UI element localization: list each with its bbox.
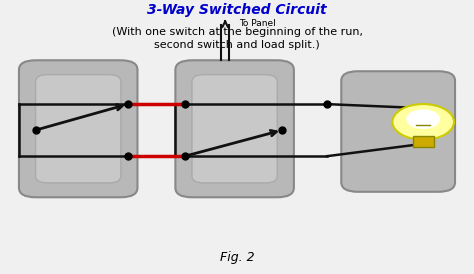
Circle shape [406,109,440,129]
FancyBboxPatch shape [36,75,121,183]
Text: (With one switch at the beginning of the run,: (With one switch at the beginning of the… [111,27,363,36]
Text: 3-Way Switched Circuit: 3-Way Switched Circuit [147,2,327,17]
FancyBboxPatch shape [192,75,277,183]
Bar [413,136,434,147]
Text: second switch and load split.): second switch and load split.) [154,40,320,50]
FancyBboxPatch shape [341,71,455,192]
Text: Fig. 2: Fig. 2 [219,251,255,264]
Text: To Panel: To Panel [239,19,276,28]
FancyBboxPatch shape [19,60,137,197]
FancyBboxPatch shape [175,60,294,197]
Circle shape [392,104,454,140]
